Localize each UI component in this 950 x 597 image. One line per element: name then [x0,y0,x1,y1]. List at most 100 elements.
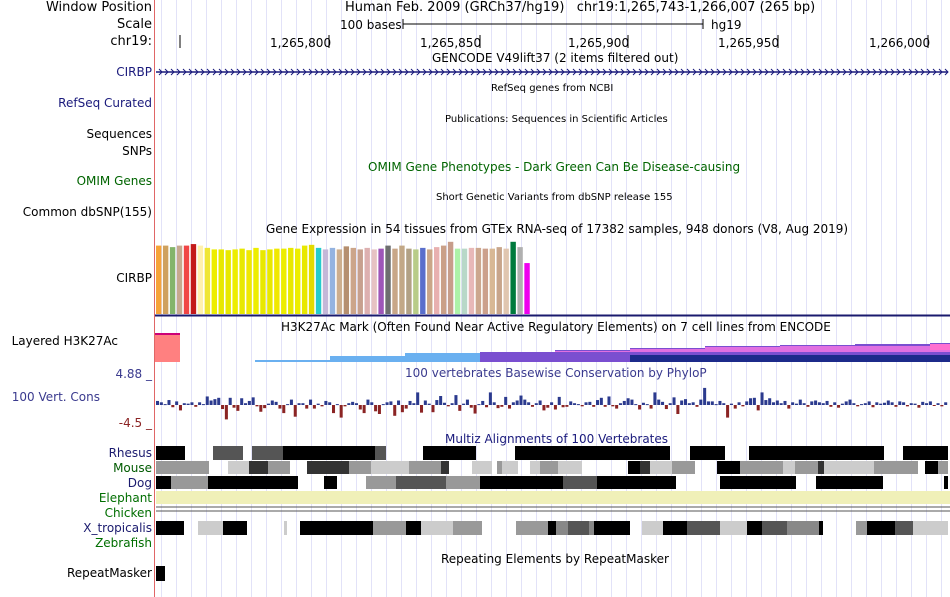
track-label-rhesus[interactable]: Rhesus [108,446,152,460]
gtex-tissue-bar[interactable] [239,248,245,314]
gtex-tissue-bar[interactable] [183,245,190,314]
gtex-tissue-bar[interactable] [162,245,169,314]
gtex-tissue-bar[interactable] [420,247,426,314]
phylop-bar [664,405,668,410]
track-label-h3k27ac[interactable]: Layered H3K27Ac [11,334,118,348]
chevron [860,68,865,76]
gtex-tissue-bar[interactable] [156,245,162,314]
gtex-tissue-bar[interactable] [232,249,238,314]
track-label-omim[interactable]: OMIM Genes [76,174,152,188]
gtex-tissue-bar[interactable] [190,244,197,314]
gtex-tissue-bar[interactable] [385,245,391,314]
track-label-phylop[interactable]: 100 Vert. Cons [11,390,100,404]
gtex-tissue-bar[interactable] [218,249,224,314]
gtex-tissue-bar[interactable] [260,250,266,314]
phylop-bar [817,402,821,405]
phylop-bar [209,400,213,405]
gtex-tissue-bar[interactable] [329,247,336,314]
phylop-bar [454,395,458,405]
phylop-conservation-bars[interactable] [156,387,948,420]
track-label-cirbp-gencode[interactable]: CIRBP [116,65,152,79]
track-label-snps[interactable]: SNPs [122,144,152,158]
gtex-tissue-bar[interactable] [406,248,412,314]
gtex-tissue-bar[interactable] [371,249,377,314]
phylop-bar [297,403,301,405]
gtex-tissue-bar[interactable] [427,249,433,314]
phylop-bar [293,405,297,417]
gtex-tissue-bar[interactable] [288,247,294,314]
gtex-tissue-bar[interactable] [281,248,287,314]
track-title-refseq: RefSeq genes from NCBI [491,83,614,94]
multiz-alignment-rows[interactable] [156,446,950,535]
gtex-tissue-bar[interactable] [447,241,454,314]
gtex-tissue-bar[interactable] [315,247,322,314]
gtex-tissue-bar[interactable] [392,248,398,314]
track-label-dbsnp[interactable]: Common dbSNP(155) [22,205,152,219]
gtex-tissue-bar[interactable] [267,249,273,314]
alignment-block [171,476,208,489]
gtex-tissue-bar[interactable] [274,248,280,314]
gtex-tissue-bar[interactable] [322,249,329,314]
gtex-expression-bars[interactable] [156,241,530,314]
track-label-gtex[interactable]: CIRBP [116,271,152,285]
track-label-repeatmasker[interactable]: RepeatMasker [66,566,152,580]
phylop-bar [221,405,225,410]
gtex-tissue-bar[interactable] [413,249,419,314]
gtex-tissue-bar[interactable] [496,247,502,314]
alignment-block [208,476,242,489]
gtex-tissue-bar[interactable] [475,247,482,314]
gtex-tissue-bar[interactable] [343,246,350,314]
phylop-bar [848,399,852,405]
track-label-chicken[interactable]: Chicken [104,506,152,520]
gtex-tissue-bar[interactable] [176,245,183,314]
phylop-bar [194,405,198,407]
gencode-cirbp-gene[interactable] [156,68,949,76]
gtex-tissue-bar[interactable] [295,248,301,314]
chevron [446,68,451,76]
phylop-bar [837,405,841,408]
gtex-tissue-bar[interactable] [399,245,405,314]
gtex-tissue-bar[interactable] [510,241,516,314]
track-label-sequences[interactable]: Sequences [86,127,152,141]
gtex-tissue-bar[interactable] [503,248,509,314]
gtex-tissue-bar[interactable] [336,249,343,314]
alignment-block [213,446,243,460]
gtex-tissue-bar[interactable] [440,245,447,314]
gtex-tissue-bar[interactable] [357,249,363,314]
gtex-tissue-bar[interactable] [434,247,440,314]
track-label-elephant[interactable]: Elephant [98,491,152,505]
gtex-tissue-bar[interactable] [461,248,468,314]
track-label-mouse[interactable]: Mouse [113,461,152,475]
chevron [242,68,247,76]
gtex-tissue-bar[interactable] [225,250,231,314]
gtex-tissue-bar[interactable] [454,248,461,314]
chevron [416,68,421,76]
track-label-dog[interactable]: Dog [127,476,152,490]
gtex-tissue-bar[interactable] [364,247,370,314]
gtex-tissue-bar[interactable] [524,263,530,314]
base-position-ruler[interactable] [179,19,929,48]
repeatmasker-element[interactable] [156,566,165,581]
gtex-tissue-bar[interactable] [253,247,259,314]
gtex-tissue-bar[interactable] [204,247,211,314]
gtex-tissue-bar[interactable] [350,247,356,314]
gtex-tissue-bar[interactable] [482,248,489,314]
gtex-tissue-bar[interactable] [468,247,475,314]
h3k27ac-signal[interactable] [155,333,950,362]
track-label-zebrafish[interactable]: Zebrafish [95,536,152,550]
alignment-block [406,521,421,535]
alignment-block [324,476,337,489]
gtex-tissue-bar[interactable] [197,245,204,314]
phylop-bar [576,404,580,406]
gtex-tissue-bar[interactable] [211,249,217,314]
gtex-tissue-bar[interactable] [378,248,384,314]
gtex-tissue-bar[interactable] [308,244,315,314]
gtex-tissue-bar[interactable] [489,248,495,314]
gtex-tissue-bar[interactable] [246,250,252,314]
gtex-tissue-bar[interactable] [301,245,308,314]
track-label-x-tropicalis[interactable]: X_tropicalis [83,521,152,535]
gtex-tissue-bar[interactable] [517,247,523,314]
track-label-refseq[interactable]: RefSeq Curated [58,96,152,110]
gtex-tissue-bar[interactable] [169,247,176,314]
